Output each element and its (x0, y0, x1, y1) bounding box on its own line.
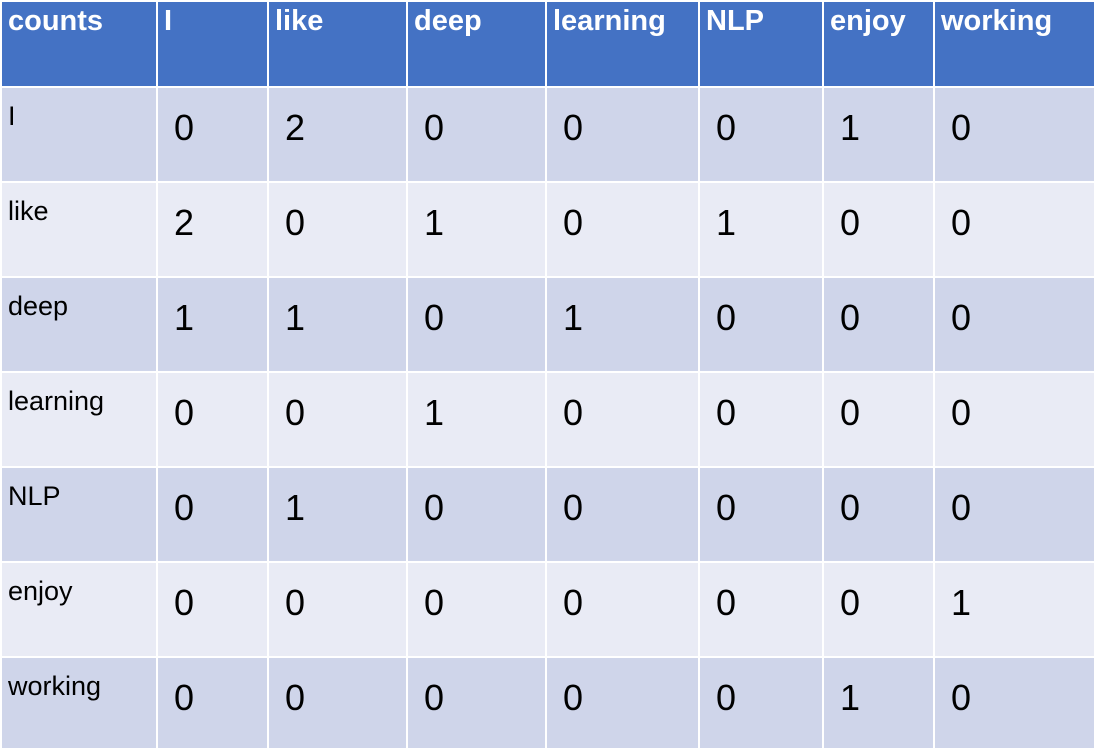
table-cell: 1 (822, 86, 935, 183)
header-cell-like: like (267, 0, 408, 88)
table-cell: 1 (267, 276, 408, 373)
table-cell: 2 (156, 181, 269, 278)
table-cell: 0 (698, 656, 824, 748)
table-cell: 0 (933, 86, 1094, 183)
row-label: enjoy (0, 561, 158, 658)
table-row: NLP 0 1 0 0 0 0 0 (0, 466, 1094, 563)
table-cell: 0 (545, 86, 700, 183)
table-cell: 1 (545, 276, 700, 373)
table-cell: 0 (406, 466, 547, 563)
table-row: like 2 0 1 0 1 0 0 (0, 181, 1094, 278)
header-cell-enjoy: enjoy (822, 0, 935, 88)
header-cell-nlp: NLP (698, 0, 824, 88)
row-label: working (0, 656, 158, 748)
table-cell: 0 (933, 466, 1094, 563)
table-cell: 0 (933, 656, 1094, 748)
table-cell: 0 (406, 86, 547, 183)
table-cell: 1 (933, 561, 1094, 658)
header-cell-working: working (933, 0, 1094, 88)
table-cell: 2 (267, 86, 408, 183)
table-cell: 0 (545, 466, 700, 563)
row-label: deep (0, 276, 158, 373)
table-cell: 0 (406, 656, 547, 748)
table-cell: 0 (933, 276, 1094, 373)
table-cell: 1 (406, 181, 547, 278)
table-row: I 0 2 0 0 0 1 0 (0, 86, 1094, 183)
table-cell: 0 (406, 561, 547, 658)
row-label: I (0, 86, 158, 183)
table-row: deep 1 1 0 1 0 0 0 (0, 276, 1094, 373)
table-cell: 0 (267, 371, 408, 468)
table-cell: 0 (156, 466, 269, 563)
table-cell: 0 (545, 371, 700, 468)
table-cell: 1 (406, 371, 547, 468)
table-cell: 0 (698, 276, 824, 373)
table-cell: 0 (933, 181, 1094, 278)
table-cell: 0 (822, 371, 935, 468)
header-cell-learning: learning (545, 0, 700, 88)
table-cell: 0 (267, 561, 408, 658)
table-cell: 1 (698, 181, 824, 278)
table-cell: 0 (933, 371, 1094, 468)
table-cell: 0 (698, 561, 824, 658)
table-cell: 0 (406, 276, 547, 373)
table-cell: 0 (156, 656, 269, 748)
table-cell: 0 (822, 466, 935, 563)
header-cell-counts: counts (0, 0, 158, 88)
table-cell: 0 (156, 86, 269, 183)
table-cell: 0 (545, 561, 700, 658)
table-cell: 0 (822, 181, 935, 278)
table-cell: 0 (545, 181, 700, 278)
table-row: working 0 0 0 0 0 1 0 (0, 656, 1094, 748)
row-label: learning (0, 371, 158, 468)
table-cell: 0 (156, 561, 269, 658)
table-cell: 0 (822, 276, 935, 373)
header-cell-i: I (156, 0, 269, 88)
table-cell: 0 (698, 86, 824, 183)
table-cell: 0 (267, 656, 408, 748)
table-cell: 0 (267, 181, 408, 278)
row-label: like (0, 181, 158, 278)
table-cell: 0 (156, 371, 269, 468)
table-cell: 0 (822, 561, 935, 658)
header-cell-deep: deep (406, 0, 547, 88)
table-cell: 1 (822, 656, 935, 748)
table-cell: 0 (545, 656, 700, 748)
header-row: counts I like deep learning NLP enjoy wo… (0, 0, 1094, 88)
table-cell: 1 (267, 466, 408, 563)
table-cell: 1 (156, 276, 269, 373)
row-label: NLP (0, 466, 158, 563)
table-row: learning 0 0 1 0 0 0 0 (0, 371, 1094, 468)
table-row: enjoy 0 0 0 0 0 0 1 (0, 561, 1094, 658)
table-cell: 0 (698, 466, 824, 563)
table-cell: 0 (698, 371, 824, 468)
